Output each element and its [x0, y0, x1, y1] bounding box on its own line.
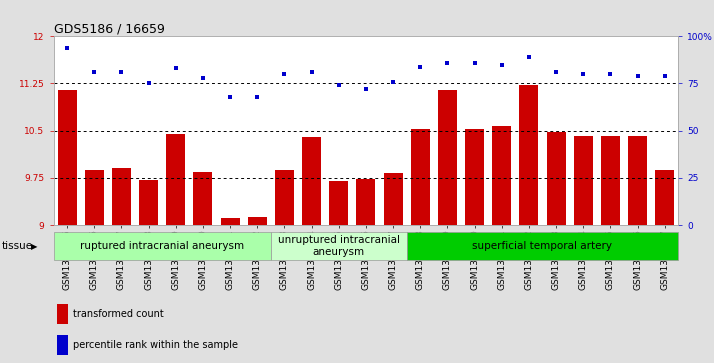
Point — [361, 86, 372, 92]
Point — [496, 62, 508, 68]
Bar — [166, 134, 186, 225]
Bar — [546, 132, 565, 225]
Point — [143, 81, 154, 86]
Bar — [411, 130, 430, 225]
Text: ▶: ▶ — [31, 242, 37, 250]
Point — [469, 60, 481, 66]
Bar — [58, 90, 76, 225]
Bar — [193, 172, 213, 225]
Point — [605, 71, 616, 77]
Point — [550, 69, 562, 75]
Point — [251, 94, 263, 99]
Bar — [54, 232, 271, 260]
Bar — [655, 170, 674, 225]
Bar — [574, 136, 593, 225]
Point — [89, 69, 100, 75]
Bar — [601, 136, 620, 225]
Text: GDS5186 / 16659: GDS5186 / 16659 — [54, 22, 164, 35]
Point — [442, 60, 453, 66]
Bar — [407, 232, 678, 260]
Point — [388, 79, 399, 85]
Point — [170, 65, 181, 71]
Point — [578, 71, 589, 77]
Bar — [302, 137, 321, 225]
Bar — [85, 170, 104, 225]
Bar — [275, 170, 294, 225]
Point — [197, 75, 208, 81]
Text: unruptured intracranial
aneurysm: unruptured intracranial aneurysm — [278, 235, 400, 257]
Text: superficial temporal artery: superficial temporal artery — [473, 241, 613, 251]
Point — [306, 69, 317, 75]
Bar — [356, 179, 376, 225]
Bar — [465, 129, 484, 225]
Bar — [438, 90, 457, 225]
Bar — [139, 180, 158, 225]
Point — [116, 69, 127, 75]
Text: percentile rank within the sample: percentile rank within the sample — [73, 340, 238, 350]
Point — [224, 94, 236, 99]
Bar — [329, 181, 348, 225]
Point — [415, 64, 426, 69]
Bar — [383, 174, 403, 225]
Text: tissue: tissue — [1, 241, 33, 251]
Bar — [271, 232, 407, 260]
Bar — [492, 126, 511, 225]
Point — [632, 73, 643, 79]
Bar — [112, 168, 131, 225]
Text: ruptured intracranial aneurysm: ruptured intracranial aneurysm — [80, 241, 244, 251]
Point — [333, 82, 344, 88]
Point — [659, 73, 670, 79]
Bar — [519, 85, 538, 225]
Bar — [628, 136, 647, 225]
Point — [523, 54, 535, 60]
Bar — [248, 217, 267, 225]
Point — [278, 71, 290, 77]
Text: transformed count: transformed count — [73, 309, 164, 319]
Point — [61, 45, 73, 50]
Bar — [221, 217, 240, 225]
